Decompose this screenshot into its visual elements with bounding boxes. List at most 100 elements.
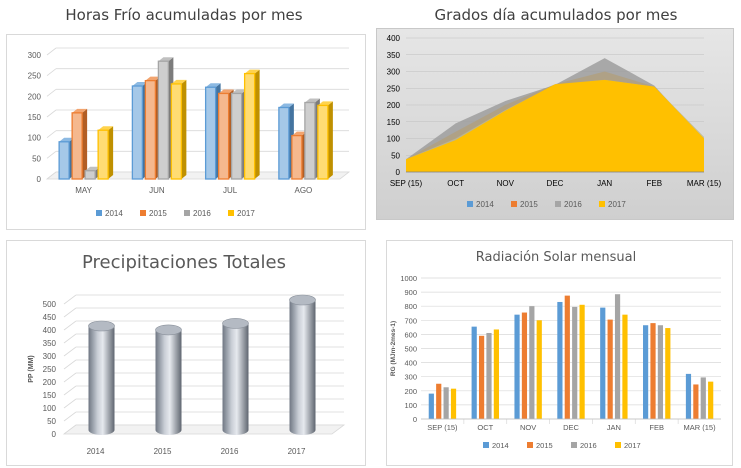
y-tick-label: 300 (28, 51, 42, 60)
x-tick-label: AGO (294, 186, 312, 195)
y-tick-label: 250 (387, 84, 401, 93)
legend-swatch (571, 442, 577, 448)
y-tick-label: 200 (43, 378, 57, 387)
bar (622, 314, 628, 419)
chart-frame (6, 34, 366, 230)
bar (579, 304, 585, 419)
gridline (63, 307, 77, 318)
x-tick-label: JUL (223, 186, 238, 195)
legend-swatch (511, 201, 517, 207)
gridline (46, 47, 57, 56)
legend-swatch (184, 210, 190, 216)
bar (665, 328, 671, 419)
x-tick-label: OCT (447, 179, 464, 188)
bar-top (278, 103, 294, 108)
x-tick-label: 2015 (154, 447, 172, 456)
cylinder-body (155, 329, 182, 435)
y-tick-label: 300 (387, 68, 401, 77)
bar (291, 134, 303, 180)
gridline (46, 68, 57, 76)
cylinder-body (222, 323, 249, 435)
y-tick-label: 350 (43, 339, 57, 348)
bar-top (72, 108, 88, 113)
bar-top (244, 69, 260, 74)
bar (157, 60, 170, 180)
legend-label: 2014 (105, 209, 123, 218)
bar (71, 112, 83, 180)
bar (708, 381, 714, 419)
y-tick-label: 900 (404, 288, 417, 297)
x-tick-label: 2017 (288, 447, 306, 456)
bar (317, 104, 329, 180)
bar (572, 306, 578, 419)
bar (84, 170, 96, 180)
legend-swatch (140, 210, 146, 216)
bar (97, 129, 109, 180)
cylinder-top (88, 320, 115, 332)
bar-top (59, 137, 75, 142)
y-tick-label: 500 (43, 300, 57, 309)
bar (643, 325, 649, 419)
x-tick-label: DEC (547, 179, 564, 188)
cylinder-body (88, 326, 115, 435)
bar (304, 101, 316, 180)
x-tick-label: FEB (647, 179, 663, 188)
bar (600, 307, 606, 419)
y-tick-label: 50 (47, 417, 56, 426)
legend-label: 2015 (149, 209, 167, 218)
y-tick-label: 250 (28, 72, 42, 81)
legend-label: 2016 (580, 441, 597, 450)
x-tick-label: NOV (520, 423, 536, 432)
chart-plot-area: 0 50 100 150 200 250 300 350 400 450 500 PP (MM) 201… (28, 294, 346, 456)
bar (436, 383, 442, 419)
bar-top (85, 166, 101, 171)
legend-swatch (615, 442, 621, 448)
y-tick-label: 150 (387, 118, 401, 127)
y-tick-label: 800 (404, 302, 417, 311)
bar-top (291, 131, 307, 136)
x-tick-label: 2016 (221, 447, 239, 456)
bar-top (158, 57, 174, 62)
y-tick-label: 1000 (400, 274, 417, 283)
y-tick-label: 450 (43, 313, 57, 322)
y-tick-label: 200 (387, 101, 401, 110)
x-tick-label: 2014 (87, 447, 105, 456)
x-tick-label: OCT (477, 423, 493, 432)
chart-plot-area: 0 50 100 150 200 250 300 MAY JUN JUL AGO 2014 2015 20… (28, 47, 351, 218)
x-tick-label: JAN (607, 423, 621, 432)
x-tick-label: SEP (15) (390, 179, 423, 188)
x-tick-label: JAN (597, 179, 612, 188)
legend-swatch (599, 201, 605, 207)
chart-title: Precipitaciones Totales (81, 252, 286, 273)
y-tick-label: 0 (52, 430, 57, 439)
gridline (46, 151, 57, 159)
gridline (63, 385, 77, 396)
x-tick-label: NOV (497, 179, 515, 188)
bar-top (317, 101, 333, 106)
cylinder-top (222, 318, 249, 329)
gridline (63, 372, 77, 383)
legend-swatch (483, 442, 489, 448)
y-tick-label: 100 (404, 401, 417, 410)
legend-label: 2017 (624, 441, 641, 450)
chart-plot-area: 0 50 100 150 200 250 300 350 400 SEP (15) OCT NOV DE… (387, 34, 722, 209)
chart-title: Horas Frío acumuladas por mes (65, 6, 303, 24)
y-tick-label: 250 (43, 365, 57, 374)
bar (685, 373, 692, 419)
bar (514, 314, 520, 419)
bar (536, 320, 542, 419)
y-axis-label: RG (MJm-2mes-1) (390, 321, 397, 376)
bar-side (108, 126, 114, 179)
bar (557, 301, 563, 419)
bar-side (181, 79, 187, 179)
gridline (46, 109, 57, 118)
y-tick-label: 400 (404, 359, 417, 368)
bar (700, 377, 706, 419)
y-tick-label: 0 (413, 415, 417, 424)
y-tick-label: 500 (404, 345, 417, 354)
bar (204, 86, 217, 180)
x-tick-label: MAR (15) (684, 423, 717, 432)
bar (493, 329, 499, 419)
chart-frame (6, 240, 366, 466)
bar (614, 294, 621, 419)
